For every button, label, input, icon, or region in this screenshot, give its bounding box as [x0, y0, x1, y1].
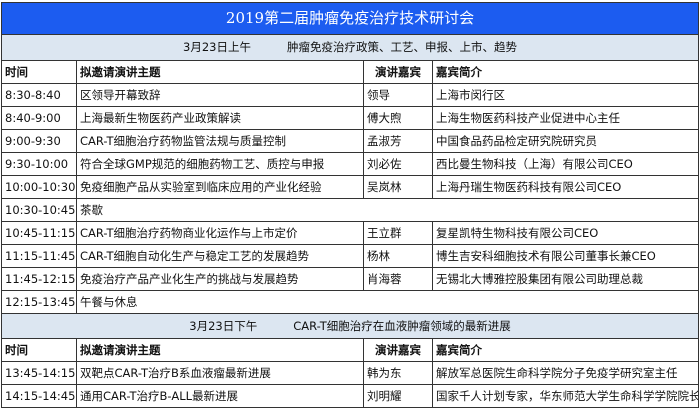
time-cell: 8:30-8:40 [2, 84, 77, 106]
speaker-cell: 刘必佐 [364, 153, 433, 175]
session-header-afternoon: 3月23日下午 CAR-T细胞治疗在血液肿瘤领域的最新进展 [2, 314, 698, 339]
column-header-row: 时间 拟邀请演讲主题 演讲嘉宾 嘉宾简介 [2, 61, 698, 84]
speaker-cell: 领导 [364, 84, 433, 106]
table-row: 10:30-10:45 茶歇 [2, 199, 698, 222]
header-bio: 嘉宾简介 [436, 65, 482, 79]
speaker-cell: 杨林 [364, 245, 433, 267]
table-row: 9:00-9:30 CAR-T细胞治疗药物监管法规与质量控制 孟淑芳 中国食品药品检定… [2, 130, 698, 153]
time-cell: 10:00-10:30 [2, 176, 77, 198]
speaker-cell: 韩为东 [364, 362, 433, 384]
header-topic: 拟邀请演讲主题 [77, 61, 364, 83]
table-row: 8:40-9:00 上海最新生物医药产业政策解读 傅大煦 上海生物医药科技产业促进中心… [2, 107, 698, 130]
time-cell: 11:15-11:45 [2, 245, 77, 267]
topic-cell: 上海最新生物医药产业政策解读 [77, 107, 364, 129]
time-cell: 10:30-10:45 [2, 199, 77, 221]
table-row: 9:30-10:00 符合全球GMP规范的细胞药物工艺、质控与申报 刘必佐 西比曼生物… [2, 153, 698, 176]
table-row: 11:15-11:45 CAR-T细胞自动化生产与稳定工艺的发展趋势 杨林 博生吉安科… [2, 245, 698, 268]
bio-cell: 西比曼生物科技（上海）有限公司CEO [436, 157, 633, 171]
session-date: 3月23日下午 [189, 319, 258, 333]
topic-cell: 双靶点CAR-T治疗B系血液瘤最新进展 [77, 362, 364, 384]
speaker-cell: 孟淑芳 [364, 130, 433, 152]
topic-cell: CAR-T细胞治疗药物商业化运作与上市定价 [77, 222, 364, 244]
speaker-cell: 肖海蓉 [364, 268, 433, 290]
header-time: 时间 [2, 339, 77, 361]
time-cell: 9:00-9:30 [2, 130, 77, 152]
time-cell: 9:30-10:00 [2, 153, 77, 175]
speaker-cell: 吴岚林 [364, 176, 433, 198]
table-row: 13:45-14:15 双靶点CAR-T治疗B系血液瘤最新进展 韩为东 解放军总医院生… [2, 362, 698, 385]
break-cell: 茶歇 [80, 203, 103, 217]
speaker-cell: 王立群 [364, 222, 433, 244]
page-title: 2019第二届肿瘤免疫治疗技术研讨会 [2, 2, 698, 35]
bio-cell: 解放军总医院生命科学院分子免疫学研究室主任 [436, 366, 678, 380]
time-cell: 13:45-14:15 [2, 362, 77, 384]
session-header-morning: 3月23日上午 肿瘤免疫治疗政策、工艺、申报、上市、趋势 [2, 35, 698, 61]
bio-cell: 无锡北大博雅控股集团有限公司助理总裁 [436, 272, 643, 286]
header-bio: 嘉宾简介 [436, 343, 482, 357]
topic-cell: 通用CAR-T治疗B-ALL最新进展 [77, 385, 364, 407]
table-row: 10:00-10:30 免疫细胞产品从实验室到临床应用的产业化经验 吴岚林 上海丹瑞生… [2, 176, 698, 199]
header-time: 时间 [2, 61, 77, 83]
topic-cell: 免疫细胞产品从实验室到临床应用的产业化经验 [77, 176, 364, 198]
session-date: 3月23日上午 [183, 40, 251, 54]
table-row: 8:30-8:40 区领导开幕致辞 领导 上海市闵行区 [2, 84, 698, 107]
time-cell: 11:45-12:15 [2, 268, 77, 290]
speaker-cell: 傅大煦 [364, 107, 433, 129]
session-theme: CAR-T细胞治疗在血液肿瘤领域的最新进展 [293, 319, 511, 333]
header-speaker: 演讲嘉宾 [364, 61, 433, 83]
topic-cell: CAR-T细胞治疗药物监管法规与质量控制 [77, 130, 364, 152]
topic-cell: 符合全球GMP规范的细胞药物工艺、质控与申报 [77, 153, 364, 175]
speaker-cell: 刘明耀 [364, 385, 433, 407]
time-cell: 8:40-9:00 [2, 107, 77, 129]
header-speaker: 演讲嘉宾 [364, 339, 433, 361]
column-header-row: 时间 拟邀请演讲主题 演讲嘉宾 嘉宾简介 [2, 339, 698, 362]
topic-cell: CAR-T细胞自动化生产与稳定工艺的发展趋势 [77, 245, 364, 267]
table-row: 10:45-11:15 CAR-T细胞治疗药物商业化运作与上市定价 王立群 复星凯特生… [2, 222, 698, 245]
break-cell: 午餐与休息 [80, 295, 138, 309]
header-topic: 拟邀请演讲主题 [77, 339, 364, 361]
time-cell: 12:15-13:45 [2, 291, 77, 313]
topic-cell: 免疫治疗产品产业化生产的挑战与发展趋势 [77, 268, 364, 290]
table-row: 11:45-12:15 免疫治疗产品产业化生产的挑战与发展趋势 肖海蓉 无锡北大博雅控… [2, 268, 698, 291]
bio-cell: 上海生物医药科技产业促进中心主任 [436, 111, 620, 125]
time-cell: 14:15-14:45 [2, 385, 77, 407]
bio-cell: 博生吉安科细胞技术有限公司董事长兼CEO [436, 249, 656, 263]
session-theme: 肿瘤免疫治疗政策、工艺、申报、上市、趋势 [286, 40, 517, 54]
time-cell: 10:45-11:15 [2, 222, 77, 244]
bio-cell: 复星凯特生物科技有限公司CEO [436, 226, 599, 240]
bio-cell: 国家千人计划专家，华东师范大学生命科学学院院长 [436, 389, 698, 403]
topic-cell: 区领导开幕致辞 [77, 84, 364, 106]
table-row: 12:15-13:45 午餐与休息 [2, 291, 698, 314]
table-row: 14:15-14:45 通用CAR-T治疗B-ALL最新进展 刘明耀 国家千人计划专家… [2, 385, 698, 408]
bio-cell: 中国食品药品检定研究院研究员 [436, 134, 597, 148]
bio-cell: 上海市闵行区 [436, 88, 505, 102]
bio-cell: 上海丹瑞生物医药科技有限公司CEO [436, 180, 622, 194]
